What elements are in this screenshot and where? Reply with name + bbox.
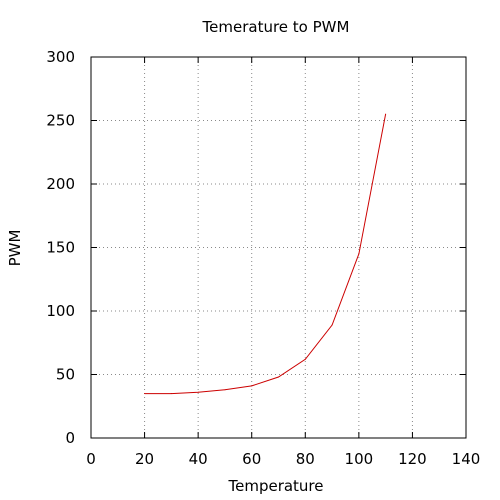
x-tick-label: 120 — [398, 450, 427, 468]
y-tick-label: 250 — [46, 112, 75, 130]
data-point — [170, 393, 172, 395]
y-tick-label: 150 — [46, 239, 75, 257]
data-point — [224, 389, 226, 391]
plot-frame — [90, 56, 467, 439]
x-tick-label: 60 — [242, 450, 261, 468]
y-tick-label: 0 — [65, 429, 75, 447]
grid — [91, 57, 466, 438]
y-tick-label: 200 — [46, 175, 75, 193]
data-point — [331, 324, 333, 326]
y-tick-labels: 0 50 100 150 200 250 300 — [46, 48, 75, 447]
y-axis-label: PWM — [6, 230, 24, 267]
x-tick-label: 80 — [296, 450, 315, 468]
series-layer — [144, 113, 387, 395]
x-tick-label: 40 — [189, 450, 208, 468]
x-tick-labels: 0 20 40 60 80 100 120 140 — [86, 450, 480, 468]
data-point — [358, 253, 360, 255]
x-tick-label: 140 — [452, 450, 481, 468]
x-tick-label: 100 — [345, 450, 374, 468]
y-tick-label: 50 — [56, 366, 75, 384]
x-tick-label: 0 — [86, 450, 96, 468]
chart-title: Temerature to PWM — [202, 18, 350, 36]
data-point — [144, 393, 146, 395]
data-point — [278, 376, 279, 378]
y-tick-label: 100 — [46, 302, 75, 320]
y-tick-label: 300 — [46, 48, 75, 66]
data-point — [385, 113, 387, 115]
series-line — [144, 114, 387, 395]
x-tick-label: 20 — [135, 450, 154, 468]
data-point — [304, 358, 306, 360]
data-point — [197, 391, 199, 393]
x-axis-label: Temperature — [227, 477, 323, 495]
data-point — [251, 385, 253, 387]
